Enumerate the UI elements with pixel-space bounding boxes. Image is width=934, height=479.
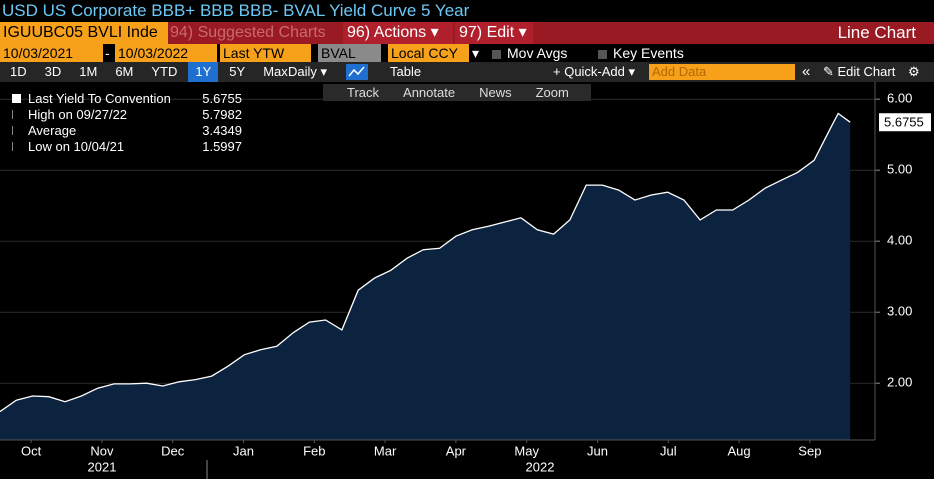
suggested-charts[interactable]: 94) Suggested Charts bbox=[170, 24, 326, 41]
chart-icon[interactable] bbox=[346, 64, 368, 80]
range-button[interactable]: 1Y bbox=[188, 62, 219, 82]
range-button[interactable]: YTD bbox=[151, 64, 178, 79]
field-select[interactable]: Last YTW bbox=[220, 44, 311, 62]
chart-tools: Track Annotate News Zoom bbox=[323, 84, 591, 101]
x-tick-label: Jun bbox=[587, 443, 608, 458]
year-label: 2022 bbox=[526, 459, 555, 474]
x-tick-label: Mar bbox=[374, 443, 397, 458]
year-label: 2021 bbox=[88, 459, 117, 474]
legend-row: Low on 10/04/21 1.5997 bbox=[8, 139, 242, 155]
chart-tool[interactable]: Track bbox=[347, 85, 380, 100]
legend-row: Last Yield To Convention 5.6755 bbox=[8, 91, 242, 107]
checkbox[interactable] bbox=[492, 50, 501, 59]
y-tick-label: 5.00 bbox=[887, 162, 912, 177]
range-buttons: 1D 3D 1M 6M YTD 1Y 5Y Max bbox=[3, 62, 299, 82]
quick-add[interactable]: + Quick-Add ▾ bbox=[553, 64, 636, 79]
legend-label: Average bbox=[28, 123, 77, 138]
legend-icon bbox=[12, 94, 21, 103]
legend-icon bbox=[12, 126, 22, 135]
range-button[interactable]: 5Y bbox=[229, 64, 246, 79]
icon bbox=[348, 66, 365, 77]
x-tick-label: Aug bbox=[728, 443, 751, 458]
frequency-select[interactable]: Daily ▾ bbox=[288, 64, 328, 79]
legend-label: Last Yield To Convention bbox=[28, 91, 171, 106]
x-tick-label: Nov bbox=[90, 443, 114, 458]
toolbar: 1D 3D 1M 6M YTD 1Y 5Y Max Daily ▾ Table + Quick… bbox=[0, 62, 934, 82]
chart-tool[interactable]: Zoom bbox=[535, 85, 569, 100]
currency-select[interactable]: Local CCY bbox=[388, 44, 469, 62]
collapse-button[interactable]: « bbox=[802, 63, 811, 80]
ticker-field[interactable]: IGUUBC05 BVLI Inde bbox=[0, 22, 168, 44]
x-tick-label: Dec bbox=[161, 443, 185, 458]
key-events-toggle[interactable]: Key Events bbox=[598, 44, 684, 62]
settings-bar: 10/03/2021 - 10/03/2022 Last YTW BVAL Lo… bbox=[0, 44, 934, 62]
area bbox=[0, 113, 851, 440]
command-bar: IGUUBC05 BVLI Inde 94) Suggested Charts … bbox=[0, 22, 934, 44]
add-data-input[interactable]: Add Data bbox=[649, 64, 795, 80]
range-button[interactable]: 6M bbox=[115, 64, 134, 79]
range-button[interactable]: 1M bbox=[79, 64, 98, 79]
legend-row: Average 3.4349 bbox=[8, 123, 242, 139]
last-value-label: 5.6755 bbox=[884, 115, 924, 130]
last-value-box bbox=[879, 113, 931, 132]
chart-tool[interactable]: Annotate bbox=[403, 85, 456, 100]
mov-avgs-label: Mov Avgs bbox=[507, 45, 568, 61]
legend-icon bbox=[12, 142, 22, 151]
window-title: USD US Corporate BBB+ BBB BBB- BVAL Yiel… bbox=[2, 1, 470, 20]
table-button[interactable]: Table bbox=[390, 64, 422, 79]
x-tick-label: Feb bbox=[303, 443, 325, 458]
chart-tool[interactable]: News bbox=[479, 85, 512, 100]
x-tick-label: Jan bbox=[233, 443, 254, 458]
mov-avgs-toggle[interactable]: Mov Avgs bbox=[492, 44, 567, 62]
actions-menu[interactable]: 96) Actions ▾ bbox=[343, 22, 453, 44]
x-tick-label: Apr bbox=[446, 443, 467, 458]
source-field[interactable]: BVAL bbox=[318, 44, 381, 62]
legend-row: High on 09/27/22 5.7982 bbox=[8, 107, 242, 123]
settings-button[interactable]: ⚙ bbox=[908, 64, 920, 79]
y-tick-label: 2.00 bbox=[887, 375, 912, 390]
x-tick-label: Jul bbox=[660, 443, 677, 458]
legend-value: 5.6755 bbox=[202, 91, 242, 106]
end-date[interactable]: 10/03/2022 bbox=[115, 44, 217, 62]
legend-value: 5.7982 bbox=[202, 107, 242, 122]
start-date[interactable]: 10/03/2021 bbox=[0, 44, 103, 62]
x-tick-label: May bbox=[514, 443, 539, 458]
y-tick-label: 6.00 bbox=[887, 91, 912, 106]
legend-value: 1.5997 bbox=[202, 139, 242, 154]
legend-box: Last Yield To Convention 5.6755 High on 09… bbox=[8, 91, 242, 155]
view-name: Line Chart bbox=[837, 23, 916, 42]
y-tick-label: 4.00 bbox=[887, 233, 912, 248]
currency-arrow[interactable]: ▾ bbox=[472, 45, 480, 61]
legend-icon bbox=[12, 110, 22, 119]
edit-chart-button[interactable]: ✎ Edit Chart bbox=[823, 64, 896, 79]
date-dash: - bbox=[105, 45, 110, 61]
key-events-label: Key Events bbox=[613, 45, 684, 61]
y-tick-label: 3.00 bbox=[887, 304, 912, 319]
x-tick-label: Sep bbox=[798, 443, 821, 458]
range-button[interactable]: 1D bbox=[10, 64, 27, 79]
edit-menu[interactable]: 97) Edit ▾ bbox=[455, 22, 533, 44]
legend-label: Low on 10/04/21 bbox=[28, 139, 125, 154]
range-button[interactable]: 3D bbox=[44, 64, 62, 79]
chart: 2.00 3.00 4.00 5.00 6.00 5.6755 Oct Nov Dec Jan Fe… bbox=[0, 82, 931, 479]
line bbox=[0, 112, 851, 413]
legend-label: High on 09/27/22 bbox=[28, 107, 128, 122]
range-button[interactable]: Max bbox=[263, 64, 288, 79]
x-tick-label: Oct bbox=[21, 443, 42, 458]
checkbox[interactable] bbox=[598, 50, 607, 59]
legend-value: 3.4349 bbox=[202, 123, 242, 138]
